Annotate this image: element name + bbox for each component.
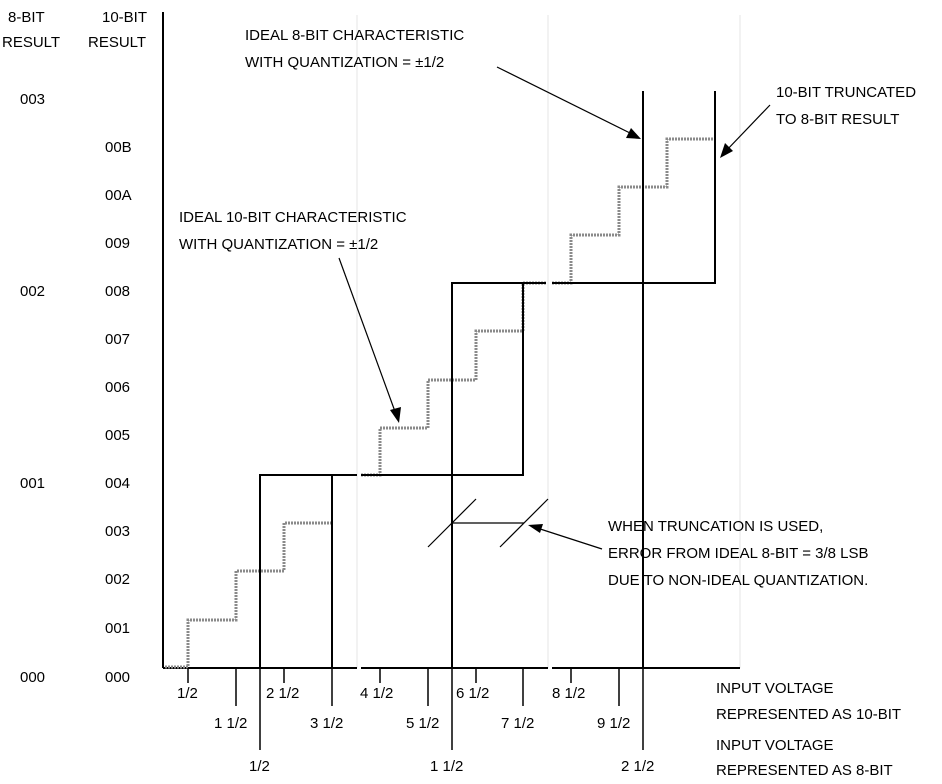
- x-label-10bit: 2 1/2: [266, 685, 299, 702]
- y-label-10bit: 001: [105, 620, 130, 637]
- x-labels-10bit-lower: 1 1/2 3 1/2 5 1/2 7 1/2 9 1/2: [214, 715, 630, 732]
- staircase-segment: [361, 283, 524, 476]
- x-label-8bit: 2 1/2: [621, 758, 654, 775]
- x-captions: INPUT VOLTAGE REPRESENTED AS 10-BIT INPU…: [716, 680, 901, 779]
- header-8bit-line2: RESULT: [2, 34, 60, 51]
- x-label-10bit: 6 1/2: [456, 685, 489, 702]
- y-label-8bit: 001: [20, 475, 45, 492]
- y-label-10bit: 007: [105, 331, 130, 348]
- x-label-10bit: 5 1/2: [406, 715, 439, 732]
- annotation-truncated-line1: 10-BIT TRUNCATED: [776, 84, 916, 101]
- y-label-10bit: 006: [105, 379, 130, 396]
- arrow-head: [390, 407, 401, 423]
- x-ticks: [187, 668, 644, 750]
- x-label-10bit: 3 1/2: [310, 715, 343, 732]
- header-8bit-line1: 8-BIT: [8, 9, 45, 26]
- x-label-10bit: 4 1/2: [360, 685, 393, 702]
- x-label-8bit: 1/2: [249, 758, 270, 775]
- x-label-10bit: 1/2: [177, 685, 198, 702]
- x-labels-8bit: 1/2 1 1/2 2 1/2: [249, 758, 654, 775]
- y-label-10bit: 004: [105, 475, 130, 492]
- annotation-truncation-error-line3: DUE TO NON-IDEAL QUANTIZATION.: [608, 572, 868, 589]
- y-label-10bit: 005: [105, 427, 130, 444]
- y-labels-8bit: 000 001 002 003: [20, 91, 45, 686]
- arrow-head: [720, 143, 733, 158]
- annotation-ideal-8bit: IDEAL 8-BIT CHARACTERISTIC WITH QUANTIZA…: [245, 27, 641, 139]
- annotation-truncation-error-line1: WHEN TRUNCATION IS USED,: [608, 518, 823, 535]
- staircase-segment: [552, 137, 715, 285]
- x-label-10bit: 8 1/2: [552, 685, 585, 702]
- annotation-ideal-8bit-line2: WITH QUANTIZATION = ±1/2: [245, 54, 444, 71]
- x-label-10bit: 9 1/2: [597, 715, 630, 732]
- x-caption-8bit-line2: REPRESENTED AS 8-BIT: [716, 762, 893, 779]
- annotation-ideal-10bit-line1: IDEAL 10-BIT CHARACTERISTIC: [179, 209, 407, 226]
- staircase-segment: [451, 282, 546, 668]
- y-label-8bit: 002: [20, 283, 45, 300]
- x-labels-10bit-upper: 1/2 2 1/2 4 1/2 6 1/2 8 1/2: [177, 685, 585, 702]
- x-caption-8bit-line1: INPUT VOLTAGE: [716, 737, 834, 754]
- y-labels-10bit: 000 001 002 003 004 005 006 007 008 009 …: [105, 139, 132, 686]
- arrow: [338, 257, 398, 418]
- header-10bit-line1: 10-BIT: [102, 9, 147, 26]
- arrow-head: [528, 524, 543, 533]
- staircase-segment: [361, 281, 546, 477]
- staircase-segment: [552, 91, 716, 284]
- arrow: [496, 66, 637, 137]
- staircase-segment: [165, 521, 331, 669]
- x-label-8bit: 1 1/2: [430, 758, 463, 775]
- arrow: [723, 104, 771, 154]
- y-label-10bit: 008: [105, 283, 130, 300]
- x-caption-10bit-line1: INPUT VOLTAGE: [716, 680, 834, 697]
- x-caption-10bit-line2: REPRESENTED AS 10-BIT: [716, 706, 901, 723]
- annotation-ideal-10bit-line2: WITH QUANTIZATION = ±1/2: [179, 236, 378, 253]
- annotation-truncated: 10-BIT TRUNCATED TO 8-BIT RESULT: [720, 84, 916, 158]
- y-label-10bit: 009: [105, 235, 130, 252]
- x-label-10bit: 1 1/2: [214, 715, 247, 732]
- y-label-10bit: 002: [105, 571, 130, 588]
- annotation-ideal-8bit-line1: IDEAL 8-BIT CHARACTERISTIC: [245, 27, 464, 44]
- y-label-10bit: 00A: [105, 187, 132, 204]
- ideal-8bit-staircase: [259, 91, 716, 668]
- annotation-ideal-10bit: IDEAL 10-BIT CHARACTERISTIC WITH QUANTIZ…: [179, 209, 407, 423]
- y-axis-headers: 8-BIT RESULT 10-BIT RESULT: [2, 9, 147, 51]
- staircase-segment: [259, 474, 357, 668]
- y-label-8bit: 000: [20, 669, 45, 686]
- y-label-10bit: 000: [105, 669, 130, 686]
- annotation-truncation-error-line2: ERROR FROM IDEAL 8-BIT = 3/8 LSB: [608, 545, 869, 562]
- annotation-truncation-error: WHEN TRUNCATION IS USED, ERROR FROM IDEA…: [427, 498, 869, 589]
- arrow-head: [626, 128, 641, 139]
- y-label-10bit: 003: [105, 523, 130, 540]
- arrow: [533, 526, 603, 550]
- header-10bit-line2: RESULT: [88, 34, 146, 51]
- y-label-8bit: 003: [20, 91, 45, 108]
- annotation-truncated-line2: TO 8-BIT RESULT: [776, 111, 899, 128]
- y-label-10bit: 00B: [105, 139, 132, 156]
- x-label-10bit: 7 1/2: [501, 715, 534, 732]
